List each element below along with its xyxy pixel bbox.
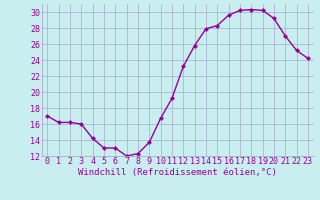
X-axis label: Windchill (Refroidissement éolien,°C): Windchill (Refroidissement éolien,°C) [78, 168, 277, 177]
